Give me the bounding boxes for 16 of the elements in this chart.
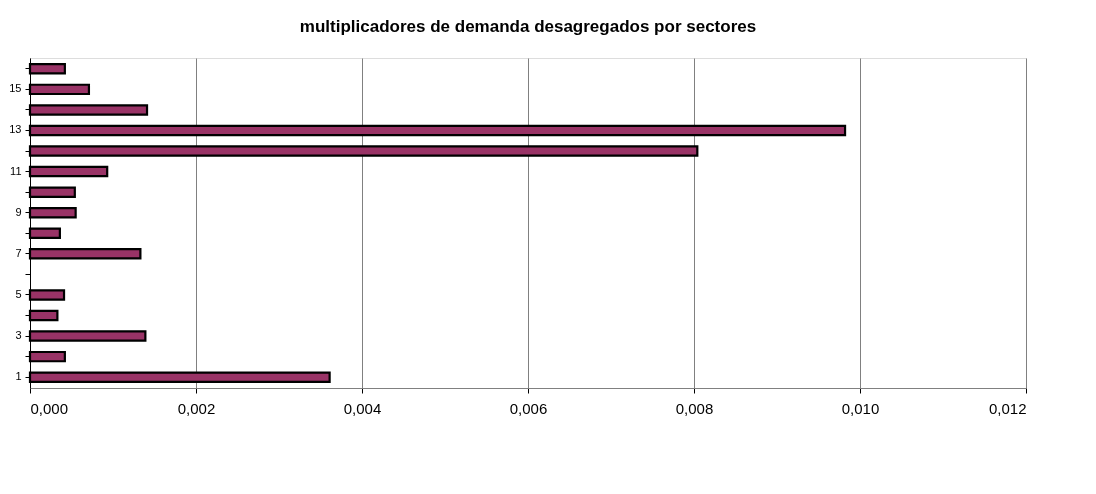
x-tick-label: 0,008 — [675, 399, 714, 417]
y-tick-label: 13 — [9, 123, 22, 136]
y-tick-label: 7 — [15, 246, 22, 259]
y-tick-label: 11 — [10, 164, 22, 177]
y-tick-label: 9 — [15, 205, 22, 218]
y-tick-label: 15 — [9, 82, 22, 95]
x-tick-label: 0,010 — [841, 399, 880, 417]
x-tick-label: 0,012 — [988, 399, 1027, 417]
y-tick-label: 5 — [15, 287, 22, 300]
x-tick-label: 0,002 — [177, 399, 216, 417]
x-tick-label: 0,000 — [30, 399, 69, 417]
x-tick-label: 0,004 — [343, 399, 382, 417]
x-tick-label: 0,006 — [509, 399, 548, 417]
y-tick-label: 1 — [15, 370, 22, 383]
y-tick-label: 3 — [15, 329, 22, 342]
chart-title: multiplicadores de demanda desagregados por sectores — [299, 17, 757, 36]
